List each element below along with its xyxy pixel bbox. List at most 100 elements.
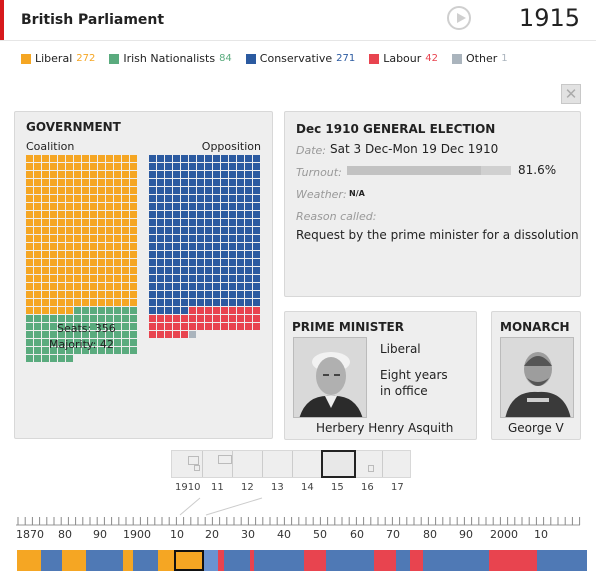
conservative-seat: [221, 155, 228, 162]
liberal-seat: [50, 219, 57, 226]
event-marker[interactable]: [218, 455, 232, 464]
zoom-year-selector[interactable]: [321, 450, 356, 478]
tenure-line-2: in office: [380, 384, 428, 398]
conservative-seat: [253, 187, 260, 194]
liberal-seat: [90, 267, 97, 274]
period-segment[interactable]: [158, 550, 174, 571]
page-title: British Parliament: [21, 12, 165, 28]
conservative-seat: [173, 219, 180, 226]
conservative-seat: [165, 291, 172, 298]
event-marker[interactable]: [194, 465, 200, 471]
irish-nationalist-seat: [66, 347, 73, 354]
conservative-seat: [229, 235, 236, 242]
legend-item-liberal: Liberal 272: [21, 52, 95, 65]
period-segment[interactable]: [396, 550, 410, 571]
irish-nationalist-seat: [130, 315, 137, 322]
current-year: 1915: [518, 4, 580, 32]
zoom-timeline-strip[interactable]: [171, 450, 411, 478]
liberal-seat: [130, 259, 137, 266]
close-icon[interactable]: ✕: [561, 84, 581, 104]
conservative-seat: [221, 219, 228, 226]
irish-nationalist-seat: [58, 355, 65, 362]
period-segment[interactable]: [304, 550, 326, 571]
selected-period-segment[interactable]: [174, 550, 204, 571]
conservative-seat: [197, 283, 204, 290]
period-segment[interactable]: [326, 550, 374, 571]
legend-count: 271: [336, 53, 356, 64]
event-marker[interactable]: [188, 456, 199, 465]
labour-seat: [197, 315, 204, 322]
legend-item-irish: Irish Nationalists 84: [109, 52, 232, 65]
conservative-seat: [149, 227, 156, 234]
irish-nationalist-seat: [58, 347, 65, 354]
liberal-seat: [82, 219, 89, 226]
conservative-seat: [181, 251, 188, 258]
period-segment[interactable]: [41, 550, 62, 571]
period-segment[interactable]: [374, 550, 396, 571]
period-segment[interactable]: [537, 550, 587, 571]
labour-seat: [157, 331, 164, 338]
monarch-title: MONARCH: [500, 320, 570, 334]
period-segment[interactable]: [62, 550, 86, 571]
liberal-seat: [106, 179, 113, 186]
liberal-seat: [58, 307, 65, 314]
liberal-seat: [34, 171, 41, 178]
labour-seat: [149, 323, 156, 330]
conservative-seat: [213, 203, 220, 210]
timeline-label: 1870: [16, 528, 44, 541]
liberal-seat: [82, 275, 89, 282]
liberal-seat: [122, 243, 129, 250]
period-segment[interactable]: [250, 550, 254, 571]
conservative-seat: [181, 275, 188, 282]
conservative-seat: [197, 227, 204, 234]
liberal-seat: [58, 267, 65, 274]
period-segment[interactable]: [204, 550, 218, 571]
period-segment[interactable]: [254, 550, 304, 571]
period-segment[interactable]: [218, 550, 224, 571]
period-segment[interactable]: [224, 550, 250, 571]
period-segment[interactable]: [489, 550, 537, 571]
timeline-label: 60: [350, 528, 364, 541]
liberal-seat: [58, 195, 65, 202]
opposition-seat-grid: [149, 155, 260, 338]
conservative-seat: [173, 259, 180, 266]
period-segment[interactable]: [17, 550, 41, 571]
conservative-seat: [205, 211, 212, 218]
period-segment[interactable]: [133, 550, 158, 571]
zoom-label: 13: [271, 482, 284, 493]
conservative-seat: [253, 251, 260, 258]
liberal-seat: [74, 211, 81, 218]
liberal-seat: [74, 179, 81, 186]
liberal-seat: [66, 299, 73, 306]
labour-seat: [181, 315, 188, 322]
irish-nationalist-seat: [42, 323, 49, 330]
event-marker[interactable]: [368, 465, 374, 472]
conservative-seat: [253, 203, 260, 210]
liberal-seat: [98, 275, 105, 282]
period-segment[interactable]: [86, 550, 123, 571]
conservative-seat: [165, 299, 172, 306]
period-segment[interactable]: [423, 550, 489, 571]
government-history-bar[interactable]: [17, 550, 587, 571]
liberal-seat: [98, 299, 105, 306]
period-segment[interactable]: [410, 550, 423, 571]
conservative-seat: [197, 211, 204, 218]
conservative-seat: [229, 259, 236, 266]
period-segment[interactable]: [123, 550, 133, 571]
conservative-seat: [197, 243, 204, 250]
labour-swatch: [369, 53, 380, 64]
conservative-seat: [205, 171, 212, 178]
labour-seat: [237, 315, 244, 322]
liberal-seat: [50, 235, 57, 242]
prime-minister-title: PRIME MINISTER: [292, 320, 404, 334]
conservative-seat: [221, 299, 228, 306]
conservative-seat: [149, 299, 156, 306]
liberal-seat: [114, 195, 121, 202]
conservative-seat: [149, 171, 156, 178]
liberal-seat: [58, 227, 65, 234]
liberal-seat: [122, 155, 129, 162]
play-icon[interactable]: [447, 6, 471, 30]
conservative-seat: [253, 267, 260, 274]
liberal-seat: [26, 275, 33, 282]
conservative-seat: [189, 235, 196, 242]
